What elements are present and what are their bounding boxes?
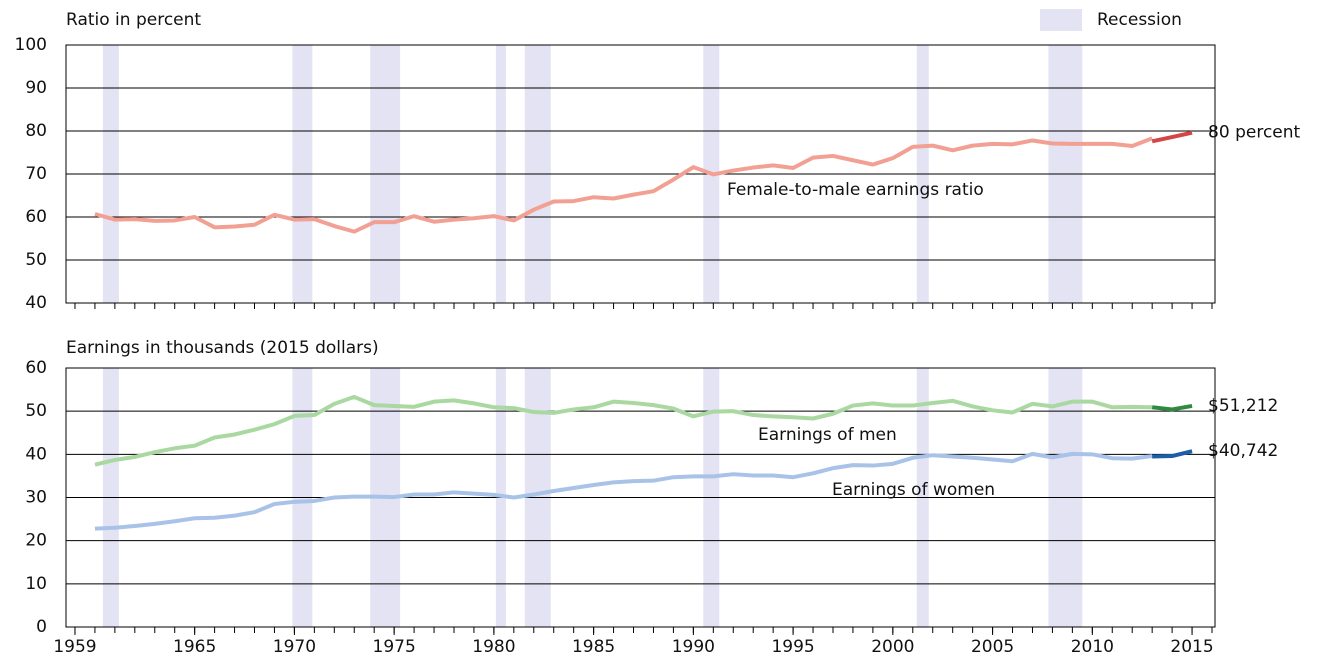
y-tick-label: 30 <box>25 488 47 508</box>
x-tick-label: 2005 <box>971 637 1014 657</box>
x-tick-label: 2000 <box>871 637 914 657</box>
y-tick-label: 90 <box>25 78 47 98</box>
series-line <box>1151 130 1193 144</box>
series-label: Earnings of women <box>832 480 995 500</box>
y-axis-label: Earnings in thousands (2015 dollars) <box>66 338 379 358</box>
x-tick-label: 2015 <box>1170 637 1213 657</box>
value-label: $51,212 <box>1208 396 1278 416</box>
legend-swatch <box>1040 9 1082 31</box>
series-line <box>94 451 1153 531</box>
series-line <box>1151 403 1193 412</box>
plot-frame <box>65 367 1216 628</box>
y-tick-label: 50 <box>25 250 47 270</box>
series-line <box>94 394 1153 467</box>
y-tick-label: 40 <box>25 444 47 464</box>
x-tick-label: 1959 <box>53 637 96 657</box>
y-tick-label: 40 <box>25 293 47 313</box>
y-tick-label: 80 <box>25 121 47 141</box>
x-tick-label: 1980 <box>472 637 515 657</box>
y-tick-label: 60 <box>25 358 47 378</box>
x-tick-label: 1995 <box>771 637 814 657</box>
series-label: Female-to-male earnings ratio <box>727 180 984 200</box>
y-tick-label: 50 <box>25 401 47 421</box>
series-line <box>94 136 1153 234</box>
y-tick-label: 100 <box>15 35 47 55</box>
y-tick-label: 60 <box>25 207 47 227</box>
y-tick-label: 0 <box>36 617 47 637</box>
x-tick-label: 1990 <box>672 637 715 657</box>
x-tick-label: 1975 <box>373 637 416 657</box>
y-tick-label: 70 <box>25 164 47 184</box>
plot-frame <box>65 44 1216 304</box>
x-tick-label: 1985 <box>572 637 615 657</box>
y-tick-label: 20 <box>25 531 47 551</box>
series-label: Earnings of men <box>758 425 897 445</box>
x-tick-label: 1965 <box>173 637 216 657</box>
value-label: 80 percent <box>1208 123 1300 143</box>
x-tick-label: 2010 <box>1071 637 1114 657</box>
series-line <box>1152 449 1193 459</box>
y-tick-label: 10 <box>25 574 47 594</box>
y-axis-label: Ratio in percent <box>66 10 201 30</box>
x-tick-label: 1970 <box>273 637 316 657</box>
value-label: $40,742 <box>1208 441 1278 461</box>
legend-label: Recession <box>1097 10 1182 30</box>
